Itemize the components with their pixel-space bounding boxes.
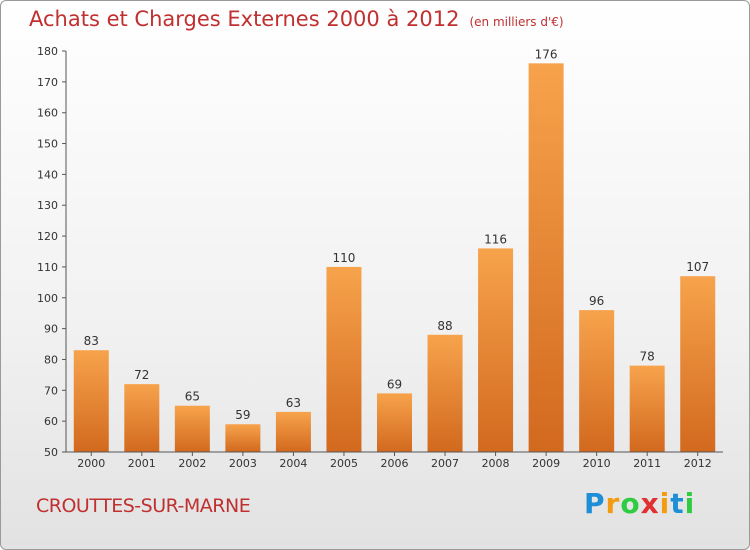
y-tick-label: 130 [37, 199, 58, 212]
data-label-2004: 63 [286, 396, 301, 410]
y-tick-label: 70 [44, 384, 58, 397]
data-label-2008: 116 [484, 232, 507, 246]
chart-title: Achats et Charges Externes 2000 à 2012 (e… [29, 7, 564, 31]
x-tick-label-2010: 2010 [583, 457, 611, 470]
data-label-2007: 88 [437, 319, 452, 333]
proxiti-logo: Proxiti [584, 487, 695, 520]
logo-letter: x [640, 487, 660, 520]
logo-letter: i [659, 487, 671, 520]
y-tick-label: 180 [37, 45, 58, 58]
bar-2005 [326, 266, 362, 452]
bar-2008 [478, 248, 514, 452]
y-tick-label: 100 [37, 292, 58, 305]
x-tick-label-2008: 2008 [482, 457, 510, 470]
data-label-2000: 83 [84, 334, 99, 348]
bar-2000 [73, 350, 109, 452]
x-tick-label-2011: 2011 [633, 457, 661, 470]
bar-2006 [377, 393, 412, 452]
x-tick-label-2001: 2001 [128, 457, 156, 470]
x-tick-label-2002: 2002 [178, 457, 206, 470]
data-label-2003: 59 [235, 408, 250, 422]
y-tick-label: 170 [37, 76, 58, 89]
data-label-2012: 107 [686, 260, 709, 274]
bar-2002 [174, 405, 210, 452]
bar-2009 [528, 63, 564, 452]
y-tick-label: 50 [44, 446, 58, 459]
bar-2012 [680, 276, 716, 452]
logo-letter: P [584, 487, 606, 520]
x-tick-label-2005: 2005 [330, 457, 358, 470]
y-axis: 50 60 70 80 90 100 110 120 130 140 150 160 170 180 [37, 45, 67, 459]
logo-letter: i [684, 487, 696, 520]
data-label-2002: 65 [185, 390, 200, 404]
bar-2011 [629, 365, 665, 452]
logo-letter: r [605, 487, 621, 520]
y-tick-label: 60 [44, 415, 58, 428]
y-tick-label: 140 [37, 168, 58, 181]
x-tick-label-2007: 2007 [431, 457, 459, 470]
y-tick-label: 90 [44, 323, 58, 336]
data-label-2006: 69 [387, 377, 402, 391]
y-tick-label: 150 [37, 138, 58, 151]
data-label-2009: 176 [535, 47, 558, 61]
x-axis: 2000 2001 2002 2003 2004 2005 2006 2007 2008 2009… [66, 451, 723, 470]
bar-2003 [225, 424, 261, 452]
y-tick-label: 160 [37, 107, 58, 120]
x-tick-label-2000: 2000 [77, 457, 105, 470]
data-label-2001: 72 [134, 368, 149, 382]
data-label-2005: 110 [333, 251, 356, 265]
bars-group: 83 72 65 59 63 110 69 88 116 176 96 78 107 [73, 47, 716, 452]
chart-title-text: Achats et Charges Externes 2000 à 2012 [29, 7, 460, 31]
chart-subtitle: (en milliers d'€) [469, 15, 564, 29]
data-label-2010: 96 [589, 294, 604, 308]
bar-2010 [579, 310, 615, 452]
x-tick-label-2004: 2004 [279, 457, 307, 470]
bar-2001 [124, 384, 160, 452]
data-label-2011: 78 [640, 350, 655, 364]
y-tick-label: 110 [37, 261, 58, 274]
x-tick-label-2012: 2012 [684, 457, 712, 470]
logo-letter: t [670, 487, 685, 520]
logo-letter: o [620, 487, 641, 520]
bar-2007 [427, 334, 463, 452]
city-name: CROUTTES-SUR-MARNE [36, 495, 251, 517]
x-tick-label-2009: 2009 [532, 457, 560, 470]
bar-2004 [275, 411, 311, 452]
x-tick-label-2006: 2006 [381, 457, 409, 470]
y-tick-label: 80 [44, 353, 58, 366]
x-tick-label-2003: 2003 [229, 457, 257, 470]
y-tick-label: 120 [37, 230, 58, 243]
